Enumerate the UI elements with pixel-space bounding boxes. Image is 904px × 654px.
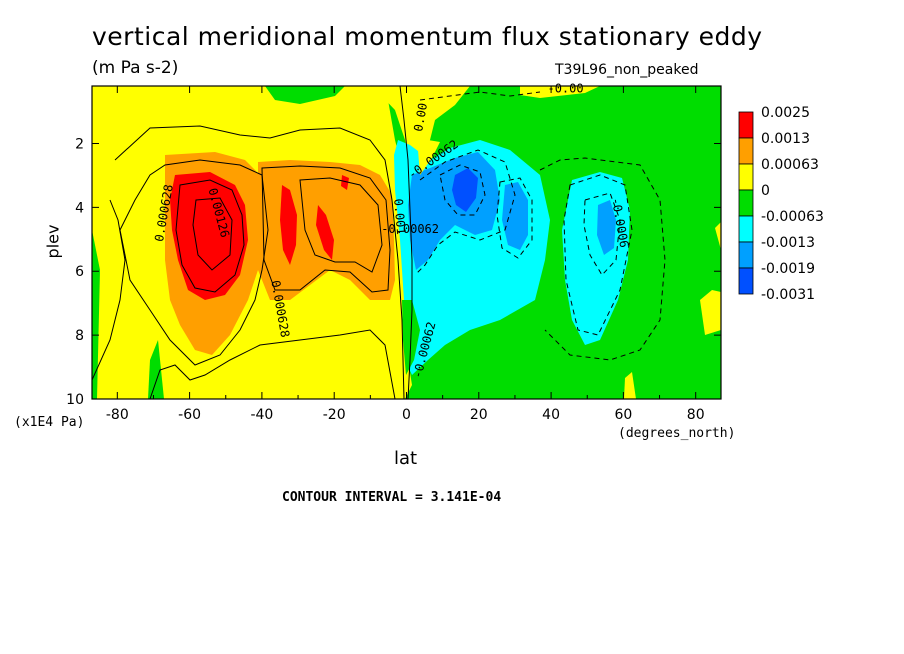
colorbar-label: 0	[761, 183, 770, 199]
contour-line	[192, 197, 233, 271]
colorbar-swatch	[738, 215, 754, 243]
colorbar-swatch	[738, 163, 754, 191]
x-tick-label: 40	[542, 407, 560, 423]
x-tick-label: 60	[614, 407, 632, 423]
contour-line	[399, 86, 413, 399]
contour-line	[119, 159, 269, 366]
contour-line	[539, 157, 666, 361]
colorbar-swatch	[738, 137, 754, 165]
positive-region-yellow-ne1	[624, 372, 636, 399]
negative-region-darkblue	[452, 168, 478, 212]
negative-contour-lines	[414, 91, 666, 361]
contour-interval: CONTOUR INTERVAL = 3.141E-04	[282, 490, 502, 505]
run-label: T39L96_non_peaked	[555, 62, 699, 78]
x-axis-units: (degrees_north)	[618, 426, 736, 441]
x-tick-label: -20	[323, 407, 346, 423]
colorbar-label: -0.00063	[761, 209, 824, 225]
colorbar-label: 0.0013	[761, 131, 810, 147]
positive-region-red-lobe2	[316, 205, 334, 260]
positive-region-red-lobe3	[341, 175, 349, 190]
contour-label: 0.00	[411, 102, 430, 133]
colorbar-label: -0.0013	[761, 235, 815, 251]
contour-line	[496, 177, 533, 259]
field-layer	[92, 86, 721, 399]
colorbar: 0.0025 0.0013 0.00063 0 -0.00063 -0.0013 -0.00…	[738, 105, 824, 303]
colorbar-swatch	[738, 111, 754, 139]
x-tick-label: 80	[687, 407, 705, 423]
positive-region-yellow-tip	[520, 86, 600, 98]
negative-region-blue-55N	[597, 200, 616, 255]
contour-line	[583, 192, 621, 276]
y-tick-label: 2	[75, 136, 84, 152]
positive-region-yellow-ne3	[715, 222, 721, 250]
green-patch-top	[265, 86, 345, 104]
x-tick-label: -60	[178, 407, 201, 423]
colorbar-label: -0.0019	[761, 261, 815, 277]
green-patch-south-low	[92, 230, 100, 399]
x-axis-label: lat	[394, 448, 418, 469]
contour-label: -0.00	[547, 81, 583, 95]
colorbar-swatch	[738, 189, 754, 217]
axes-layer: -80 -60 -40 -20 0 20 40 60 80 2 4 6 8 10	[66, 86, 721, 423]
contour-line	[414, 149, 516, 276]
y-tick-label: 6	[75, 264, 84, 280]
x-tick-label: -80	[106, 407, 129, 423]
chart-units: (m Pa s-2)	[92, 58, 179, 78]
y-tick-label: 8	[75, 328, 84, 344]
chart-title: vertical meridional momentum flux statio…	[92, 22, 763, 51]
contour-line	[149, 329, 396, 399]
y-axis-units: (x1E4 Pa)	[14, 415, 85, 430]
colorbar-swatch	[738, 267, 754, 295]
positive-region-red-lobe1	[280, 185, 297, 265]
colorbar-swatch	[738, 241, 754, 269]
colorbar-label: 0.00063	[761, 157, 819, 173]
x-tick-label: 0	[402, 407, 411, 423]
contour-line	[261, 165, 391, 293]
contour-line	[92, 199, 126, 381]
contour-line	[419, 91, 541, 101]
positive-region-yellow-sliver	[418, 140, 440, 175]
negative-region-blue-30N	[502, 182, 528, 250]
contour-line	[563, 174, 633, 336]
positive-region-red-main	[170, 172, 248, 300]
colorbar-label: -0.0031	[761, 287, 815, 303]
contour-line	[114, 125, 405, 399]
contour-line	[299, 177, 383, 273]
y-tick-label: 4	[75, 200, 84, 216]
x-tick-label: 20	[470, 407, 488, 423]
contour-line	[175, 179, 245, 293]
contour-label: 0.001	[391, 198, 408, 235]
positive-region-yellow-ne2	[700, 290, 721, 335]
green-patch-south-pole	[148, 340, 164, 399]
contour-lines	[92, 86, 413, 399]
contour-label: -0.00062	[381, 222, 439, 236]
y-tick-label: 10	[66, 392, 84, 408]
positive-region-yellow-top	[372, 86, 470, 180]
x-tick-label: -40	[250, 407, 273, 423]
colorbar-label: 0.0025	[761, 105, 810, 121]
